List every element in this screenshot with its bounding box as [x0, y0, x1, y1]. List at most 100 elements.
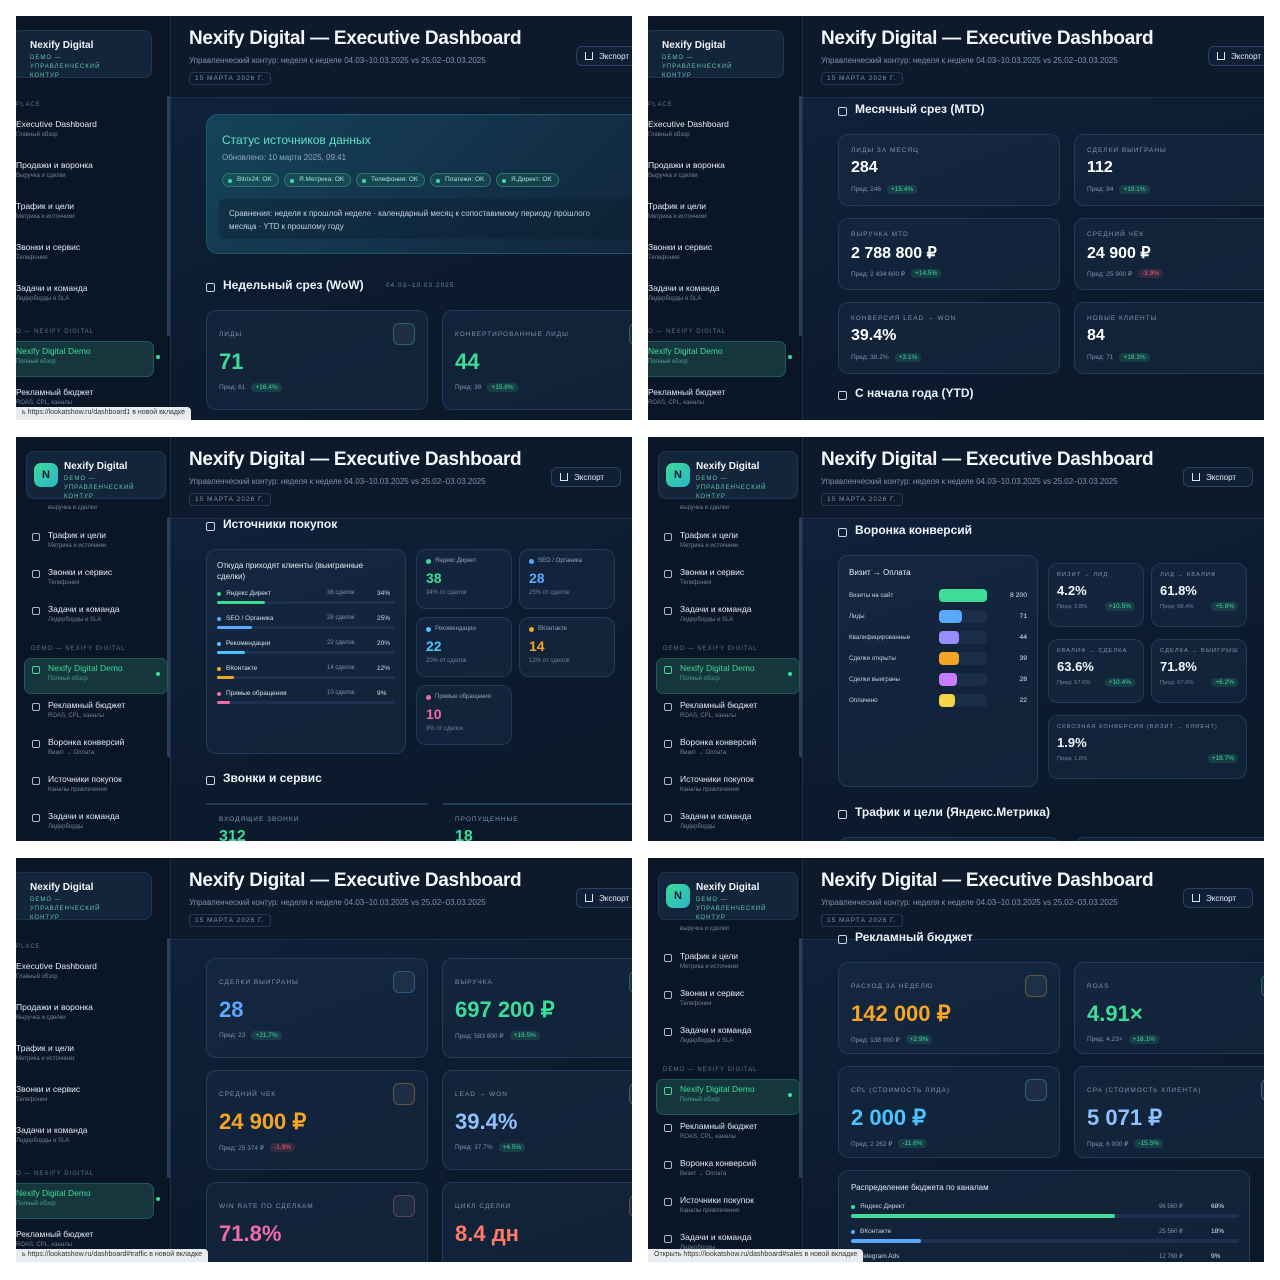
- sidebar-scrollbar: [799, 938, 802, 1178]
- delta-badge: +2.9%: [905, 1035, 933, 1044]
- mini-dot: [426, 559, 431, 564]
- date-pill: 15 МАРТА 2026 Г.: [821, 914, 903, 927]
- mini-dot: [426, 627, 431, 632]
- kpi-label: СДЕЛКИ ВЫИГРАНЫ: [219, 979, 299, 986]
- nav-title: Звонки и сервис: [648, 242, 713, 252]
- mini-value: 28: [529, 570, 545, 586]
- nav-title: Executive Dashboard: [648, 119, 729, 129]
- export-button[interactable]: Экспорт: [576, 888, 632, 908]
- kpi-icon: [1025, 1079, 1047, 1101]
- stage-bar: [939, 652, 959, 665]
- status-chip: Bitrix24: OK: [222, 173, 279, 187]
- brand-tag: DEMO — УПРАВЛЕНЧЕСКИЙ КОНТУР: [696, 476, 767, 500]
- kpi-card: ВЫРУЧКА 697 200 ₽ Пред: 583 600 ₽ +19.5%: [442, 958, 632, 1058]
- kpi-card: WIN RATE ПО СДЕЛКАМ 71.8%: [206, 1182, 428, 1262]
- nav-sub: Выручка и сделки: [648, 173, 698, 179]
- stage-name: Лиды: [849, 613, 865, 620]
- nav-icon: [664, 777, 672, 785]
- nav-title: Трафик и цели: [16, 1043, 75, 1053]
- kpi-compare: Пред: 38.2% +3.1%: [851, 353, 922, 362]
- sidebar-scrollbar: [167, 96, 170, 336]
- brand-tag: DEMO — УПРАВЛЕНЧЕСКИЙ КОНТУР: [30, 55, 101, 79]
- export-button[interactable]: Экспорт: [551, 467, 621, 487]
- page-subtitle: Управленческий контур: неделя к неделе 0…: [821, 898, 1118, 907]
- kpi-label: ПРОПУЩЕННЫЕ: [455, 816, 519, 823]
- stage-name: Сделки выиграны: [849, 676, 901, 683]
- kpi-compare: Пред: 138 000 ₽ +2.9%: [851, 1035, 933, 1044]
- nav-title: Звонки и сервис: [48, 567, 113, 577]
- kpi-label: ЦИКЛ СДЕЛКИ: [455, 1203, 512, 1210]
- kpi-compare: Пред: 37.7% +4.5%: [455, 1143, 526, 1152]
- kpi-card: ЦИКЛ СДЕЛКИ 8.4 дн: [442, 1182, 632, 1262]
- brand-name: Nexify Digital: [64, 461, 128, 472]
- dashboard-screenshot: Nexify Digital DEMO — УПРАВЛЕНЧЕСКИЙ КОНТ…: [16, 16, 632, 420]
- source-mini-card: Рекомендации 22 20% от сделок: [416, 617, 512, 677]
- nav-sub: Лидерборды и SLA: [680, 1038, 734, 1044]
- nav-sub: Метрика и источники: [680, 543, 739, 549]
- kpi-compare: Пред: 583 600 ₽ +19.5%: [455, 1031, 540, 1040]
- export-button[interactable]: Экспорт: [1183, 888, 1253, 908]
- conversion-card: КВАЛИФ → СДЕЛКА 63.6% Пред: 57.6% +10.4%: [1048, 639, 1144, 703]
- source-track: [217, 701, 395, 704]
- channel-dot: [851, 1230, 855, 1234]
- mini-dot: [426, 695, 431, 700]
- source-deals: 28 сделок: [327, 615, 355, 621]
- sources-title: Откуда приходят клиенты (выигранные сдел…: [217, 561, 364, 581]
- stage-value: 28: [1019, 676, 1027, 683]
- source-track: [217, 651, 395, 654]
- export-button[interactable]: Экспорт: [576, 46, 632, 66]
- delta-badge: +18.7%: [1207, 754, 1238, 763]
- kpi-icon: [1261, 975, 1264, 997]
- nav-group: DEMO — NEXIFY DIGITAL: [31, 646, 126, 652]
- mini-value: 10: [426, 706, 442, 722]
- kpi-icon: [1025, 975, 1047, 997]
- kpi-prev: Пред: 37.7%: [455, 1144, 493, 1151]
- source-share: 34%: [377, 590, 391, 597]
- nav-title: Звонки и сервис: [680, 988, 745, 998]
- nav-icon: [664, 666, 672, 674]
- kpi-prev: Пред: 246: [851, 186, 882, 193]
- nav-title: Рекламный бюджет: [48, 700, 126, 710]
- kpi-prev: Пред: 583 600 ₽: [455, 1032, 504, 1040]
- export-button[interactable]: Экспорт: [1183, 467, 1253, 487]
- sidebar-scrollbar: [799, 96, 802, 336]
- channel-amount: 12 780 ₽: [1159, 1254, 1183, 1260]
- kpi-value: 71.8%: [219, 1221, 282, 1246]
- kpi-compare: Пред: 4.23× +16.1%: [1087, 1035, 1159, 1044]
- conversion-card: ЛИД → КВАЛИФ 61.8% Пред: 58.4% +5.8%: [1151, 563, 1247, 627]
- nav-title: Рекламный бюджет: [680, 1121, 758, 1131]
- kpi-compare: Пред: 25 374 ₽ -1.9%: [219, 1143, 295, 1152]
- nav-sub: выручка и сделки: [680, 926, 729, 932]
- nav-icon: [664, 740, 672, 748]
- delta-badge: +21.7%: [251, 1031, 282, 1040]
- conv-prev: Пред: 67.6%: [1160, 680, 1194, 686]
- brand-box: [648, 30, 784, 78]
- brand-tag: DEMO — УПРАВЛЕНЧЕСКИЙ КОНТУР: [662, 55, 733, 79]
- delta-badge: -15.5%: [1134, 1139, 1163, 1148]
- nav-title: Звонки и сервис: [16, 1084, 81, 1094]
- stage-name: Визиты на сайт: [849, 592, 894, 599]
- export-button[interactable]: Экспорт: [1208, 46, 1264, 66]
- nav-sub: Метрика и источники: [648, 214, 707, 220]
- nav-group: O — NEXIFY DIGITAL: [16, 1171, 95, 1177]
- mini-name: SEO / Органика: [538, 558, 582, 564]
- delta-badge: +16.4%: [251, 383, 282, 392]
- section-heading: Источники покупок: [223, 517, 338, 531]
- kpi-icon: [629, 1083, 632, 1105]
- kpi-label: WIN RATE ПО СДЕЛКАМ: [219, 1203, 314, 1210]
- mini-note: 12% от сделок: [529, 658, 570, 664]
- source-mini-card: Яндекс Директ 38 34% от сделок: [416, 549, 512, 609]
- nav-sub: Главный обзор: [648, 132, 690, 138]
- nav-group: DEMO — NEXIFY DIGITAL: [663, 646, 758, 652]
- kpi-value: 2 000 ₽: [851, 1105, 927, 1130]
- nav-group: DEMO — NEXIFY DIGITAL: [663, 1067, 758, 1073]
- brand-box: [16, 872, 152, 920]
- delta-badge: +10.5%: [1104, 602, 1135, 611]
- page-subtitle: Управленческий контур: неделя к неделе 0…: [189, 477, 486, 486]
- mini-note: 20% от сделок: [426, 658, 467, 664]
- kpi-card: ROAS 4.91× Пред: 4.23× +16.1%: [1074, 962, 1264, 1054]
- heading-icon: [206, 522, 215, 531]
- kpi-value: 284: [851, 159, 878, 176]
- nav-icon: [664, 703, 672, 711]
- date-pill: 15 МАРТА 2026 Г.: [189, 72, 271, 85]
